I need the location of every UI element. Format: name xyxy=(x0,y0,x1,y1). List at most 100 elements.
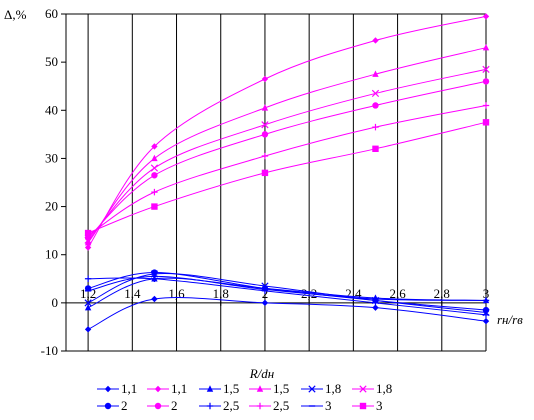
legend-marker-2 xyxy=(206,385,214,392)
legend-label-1: 1,1 xyxy=(171,381,187,396)
data-point-s1-1 xyxy=(151,143,158,150)
legend-marker-8 xyxy=(206,402,214,410)
data-point-s5-4 xyxy=(482,65,490,73)
legend-marker-5 xyxy=(359,385,367,393)
legend-marker-6 xyxy=(104,402,112,410)
data-point-s1-3 xyxy=(372,37,379,44)
x-tick-label-2: 1,6 xyxy=(168,286,185,301)
data-point-s3-0 xyxy=(84,238,92,246)
data-point-s3-1 xyxy=(151,154,158,162)
y-tick-label-5: 40 xyxy=(45,102,58,117)
series-line-8 xyxy=(88,277,487,316)
axes xyxy=(65,13,487,352)
legend-label-10: 3 xyxy=(325,398,332,413)
data-point-s7-1 xyxy=(151,172,158,179)
legend-marker-1 xyxy=(154,385,162,393)
data-point-s0-1 xyxy=(151,295,158,303)
legend-item-4: 1,8 xyxy=(301,381,341,396)
y-tick-label-6: 50 xyxy=(45,54,58,69)
data-point-s3-3 xyxy=(372,70,379,77)
legend-label-2: 1,5 xyxy=(223,381,239,396)
legend-label-3: 1,5 xyxy=(273,381,289,396)
data-point-s6-1 xyxy=(151,269,158,276)
series-line-0 xyxy=(87,297,487,330)
legend-item-7: 2 xyxy=(147,398,178,413)
x-tick-label-9: 3 xyxy=(483,286,490,301)
legend-label-5: 1,8 xyxy=(376,381,392,396)
y-tick-label-7: 60 xyxy=(45,6,58,21)
legend-marker-7 xyxy=(154,402,162,410)
legend-label-9: 2,5 xyxy=(273,398,289,413)
data-point-s8-3 xyxy=(372,299,379,307)
data-point-s1-4 xyxy=(482,13,490,20)
series-line-5 xyxy=(87,68,487,241)
data-point-s11-4 xyxy=(482,119,490,126)
y-tick-labels: -10 0 10 20 30 40 50 60 xyxy=(41,6,66,358)
data-point-s8-4 xyxy=(482,311,490,319)
y-tick-label-4: 30 xyxy=(45,150,58,165)
data-point-s9-2 xyxy=(261,152,269,160)
legend-marker-4 xyxy=(308,385,316,393)
y-tick-label-2: 10 xyxy=(45,247,58,262)
series-line-1 xyxy=(87,15,487,248)
legend-marker-11 xyxy=(359,402,367,410)
legend-item-0: 1,1 xyxy=(97,381,137,396)
series-line-11 xyxy=(87,121,487,234)
data-point-s0-4 xyxy=(482,317,490,325)
data-point-s3-2 xyxy=(261,104,269,111)
data-point-s11-0 xyxy=(84,229,92,237)
x-tick-label-3: 1,8 xyxy=(213,286,229,301)
data-point-s9-4 xyxy=(482,102,490,109)
x-tick-label-7: 2,6 xyxy=(389,286,406,301)
data-point-s0-0 xyxy=(84,326,92,333)
data-point-s6-0 xyxy=(84,285,92,292)
x-tick-label-8: 2,8 xyxy=(434,286,450,301)
legend-item-5: 1,8 xyxy=(352,381,392,396)
data-point-s1-2 xyxy=(261,75,269,83)
legend-label-7: 2 xyxy=(171,398,178,413)
legend-label-6: 2 xyxy=(121,398,128,413)
legend: 1,1 1,1 1,5 1,5 1,8 1,8 2 2 2,5 2,5 3 3 xyxy=(97,381,392,413)
legend-marker-3 xyxy=(256,385,264,392)
data-point-s4-0 xyxy=(84,299,92,307)
data-point-s7-2 xyxy=(261,131,269,138)
y-tick-label-1: 0 xyxy=(52,295,59,310)
legend-item-1: 1,1 xyxy=(147,381,187,396)
y-axis-label: Δ,% xyxy=(4,7,27,22)
data-point-s3-4 xyxy=(482,44,490,51)
data-point-s8-0 xyxy=(84,275,92,282)
legend-item-3: 1,5 xyxy=(249,381,289,396)
data-point-s11-2 xyxy=(261,169,269,177)
data-point-s5-1 xyxy=(150,164,159,172)
data-point-s1-0 xyxy=(84,244,92,251)
data-point-s5-2 xyxy=(261,121,269,129)
legend-item-2: 1,5 xyxy=(199,381,239,396)
data-point-s5-3 xyxy=(371,89,380,98)
data-point-s7-4 xyxy=(482,78,490,85)
legend-label-11: 3 xyxy=(376,398,383,413)
data-point-s11-3 xyxy=(372,145,379,152)
y-tick-label-3: 20 xyxy=(45,199,58,214)
legend-item-6: 2 xyxy=(97,398,128,413)
data-point-s0-3 xyxy=(372,304,379,311)
x-tick-label-1: 1,4 xyxy=(124,286,141,301)
series-line-3 xyxy=(87,47,487,243)
legend-label-4: 1,8 xyxy=(325,381,341,396)
y-tick-label-0: -10 xyxy=(41,343,58,358)
legend-item-9: 2,5 xyxy=(249,398,289,413)
series-lines xyxy=(87,15,487,330)
x-axis-label-right: rн/rв xyxy=(497,312,523,327)
legend-marker-0 xyxy=(104,385,112,393)
data-point-s2-0 xyxy=(84,303,92,311)
series-line-7 xyxy=(87,80,487,239)
data-point-s9-1 xyxy=(151,188,158,196)
data-point-s9-3 xyxy=(372,123,379,131)
legend-label-8: 2,5 xyxy=(223,398,239,413)
data-point-s7-3 xyxy=(372,102,379,109)
series-line-9 xyxy=(87,104,487,236)
legend-item-8: 2,5 xyxy=(199,398,239,413)
legend-item-11: 3 xyxy=(352,398,383,413)
data-point-s6-4 xyxy=(482,306,490,314)
legend-label-0: 1,1 xyxy=(121,381,137,396)
